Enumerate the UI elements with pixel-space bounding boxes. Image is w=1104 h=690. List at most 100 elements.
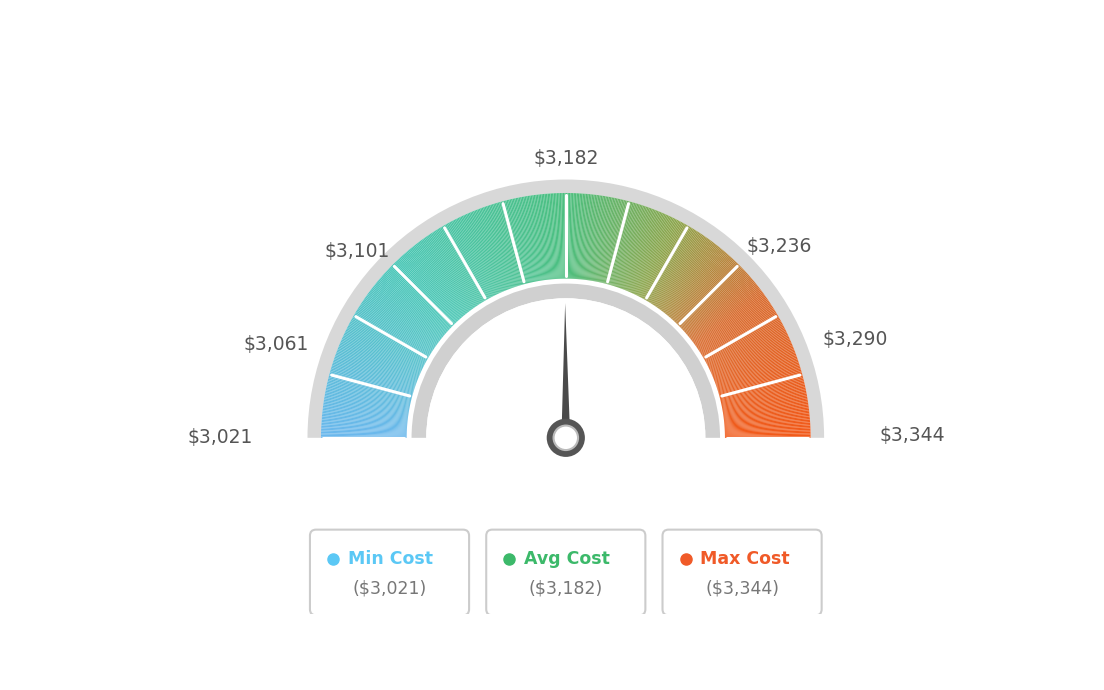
Wedge shape <box>723 404 808 417</box>
Wedge shape <box>657 237 708 308</box>
Wedge shape <box>340 341 420 375</box>
Wedge shape <box>707 324 783 365</box>
Wedge shape <box>343 335 422 372</box>
Wedge shape <box>517 197 535 282</box>
Wedge shape <box>705 320 782 362</box>
Wedge shape <box>704 317 779 360</box>
Wedge shape <box>327 382 411 402</box>
Wedge shape <box>712 342 792 377</box>
Wedge shape <box>459 217 497 295</box>
Wedge shape <box>553 193 559 279</box>
Wedge shape <box>485 206 513 288</box>
Wedge shape <box>686 277 752 334</box>
Wedge shape <box>450 221 491 297</box>
Wedge shape <box>711 339 790 375</box>
Wedge shape <box>692 289 761 342</box>
Wedge shape <box>690 284 757 339</box>
Wedge shape <box>423 238 474 308</box>
Wedge shape <box>640 221 682 298</box>
Wedge shape <box>576 193 583 279</box>
Wedge shape <box>420 241 471 310</box>
Wedge shape <box>648 228 694 302</box>
Wedge shape <box>666 247 721 315</box>
Wedge shape <box>721 386 806 405</box>
Wedge shape <box>370 290 438 343</box>
Wedge shape <box>719 368 800 393</box>
Wedge shape <box>321 420 407 427</box>
Wedge shape <box>475 210 507 290</box>
Wedge shape <box>540 194 550 279</box>
Wedge shape <box>723 400 808 414</box>
Wedge shape <box>327 384 411 404</box>
Wedge shape <box>682 270 745 330</box>
Wedge shape <box>701 309 775 355</box>
Wedge shape <box>565 193 567 279</box>
Wedge shape <box>686 276 751 333</box>
Wedge shape <box>648 228 693 302</box>
Wedge shape <box>644 224 687 299</box>
Wedge shape <box>336 352 416 383</box>
Wedge shape <box>604 200 625 284</box>
Wedge shape <box>374 284 442 339</box>
Text: ($3,344): ($3,344) <box>705 580 779 598</box>
Wedge shape <box>330 371 413 395</box>
Wedge shape <box>393 264 454 325</box>
Wedge shape <box>344 332 422 370</box>
Wedge shape <box>625 210 659 290</box>
Wedge shape <box>698 300 769 349</box>
Wedge shape <box>333 358 415 386</box>
Wedge shape <box>716 358 798 386</box>
Wedge shape <box>338 346 418 380</box>
Wedge shape <box>725 427 810 432</box>
Wedge shape <box>618 207 649 288</box>
Wedge shape <box>567 193 571 279</box>
Wedge shape <box>566 193 569 279</box>
Wedge shape <box>559 193 562 279</box>
Wedge shape <box>691 286 760 340</box>
Wedge shape <box>478 208 510 289</box>
Wedge shape <box>720 375 803 398</box>
Wedge shape <box>718 365 800 391</box>
Wedge shape <box>714 349 795 381</box>
Wedge shape <box>645 226 689 300</box>
Wedge shape <box>672 256 731 320</box>
Wedge shape <box>323 402 408 416</box>
Wedge shape <box>659 239 711 310</box>
Wedge shape <box>724 420 810 427</box>
Wedge shape <box>404 253 461 319</box>
Wedge shape <box>407 250 464 317</box>
Wedge shape <box>403 254 460 319</box>
Wedge shape <box>340 342 420 377</box>
Wedge shape <box>700 306 773 353</box>
FancyBboxPatch shape <box>662 530 821 615</box>
Wedge shape <box>448 223 490 298</box>
Wedge shape <box>339 345 418 378</box>
Wedge shape <box>667 248 722 315</box>
Wedge shape <box>613 204 640 286</box>
Wedge shape <box>330 370 413 395</box>
Wedge shape <box>354 313 428 357</box>
Wedge shape <box>639 220 680 297</box>
Wedge shape <box>608 202 633 285</box>
Wedge shape <box>476 210 508 290</box>
Wedge shape <box>551 193 556 279</box>
Wedge shape <box>373 286 442 339</box>
Wedge shape <box>350 320 426 362</box>
Wedge shape <box>696 295 766 346</box>
Wedge shape <box>718 364 799 391</box>
Wedge shape <box>722 389 806 407</box>
Wedge shape <box>722 392 807 409</box>
Wedge shape <box>580 194 588 279</box>
Wedge shape <box>699 304 772 352</box>
Wedge shape <box>437 228 484 302</box>
Wedge shape <box>544 194 553 279</box>
Wedge shape <box>399 258 457 322</box>
Wedge shape <box>647 227 692 302</box>
Wedge shape <box>541 194 551 279</box>
Wedge shape <box>712 341 792 375</box>
Wedge shape <box>357 309 431 355</box>
Wedge shape <box>697 299 768 348</box>
Wedge shape <box>435 230 481 304</box>
Wedge shape <box>679 266 741 326</box>
Wedge shape <box>719 370 802 395</box>
